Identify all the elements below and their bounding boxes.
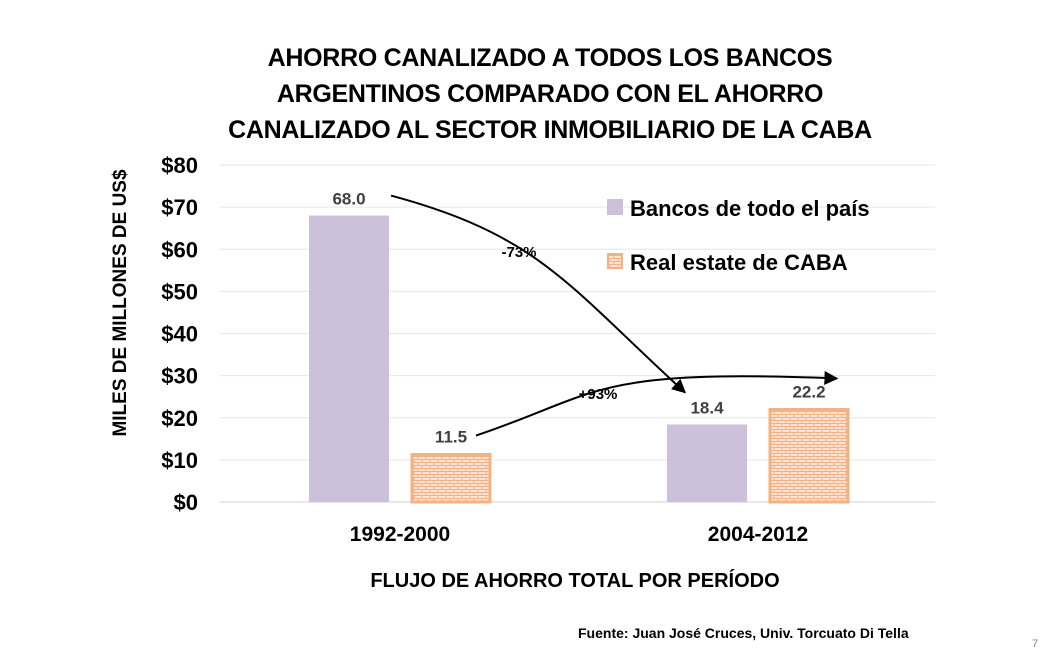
bar: [768, 407, 850, 504]
legend-swatch: [607, 253, 623, 269]
x-category-label: 1992-2000: [350, 523, 450, 546]
chart-title-line-2: ARGENTINOS COMPARADO CON EL AHORRO: [276, 80, 824, 108]
x-axis-label: FLUJO DE AHORRO TOTAL POR PERÍODO: [370, 569, 779, 592]
legend-swatch: [607, 199, 623, 215]
bar: [667, 424, 747, 502]
y-tick-label: $70: [161, 195, 198, 220]
increase-annotation: +93%: [579, 386, 618, 403]
y-tick-label: $50: [161, 279, 198, 304]
x-category-label: 2004-2012: [708, 523, 808, 546]
decrease-arrow: [390, 194, 687, 394]
data-label: 11.5: [435, 428, 467, 447]
y-tick-label: $40: [161, 322, 198, 347]
data-label: 68.0: [332, 190, 365, 209]
y-tick-label: $10: [161, 448, 198, 473]
y-tick-label: $60: [161, 237, 198, 262]
y-tick-label: $0: [174, 490, 198, 515]
y-tick-label: $30: [161, 364, 198, 389]
y-tick-label: $80: [161, 153, 198, 178]
y-axis-label: MILES DE MILLONES DE US$: [110, 169, 131, 437]
y-axis-ticks: $0 $10 $20 $30 $40 $50 $60 $70 $80: [161, 153, 198, 515]
chart-title-line-3: CANALIZADO AL SECTOR INMOBILIARIO DE LA …: [228, 116, 872, 144]
chart-title-line-1: AHORRO CANALIZADO A TODOS LOS BANCOS: [267, 44, 833, 72]
bar: [410, 453, 492, 504]
decrease-annotation: -73%: [501, 244, 536, 261]
legend-label: Real estate de CABA: [630, 250, 848, 275]
bar: [309, 215, 389, 503]
x-axis-categories: 1992-2000 2004-2012: [350, 523, 808, 546]
change-arrows: -73% +93%: [390, 194, 839, 437]
y-tick-label: $20: [161, 406, 198, 431]
data-label: 18.4: [690, 398, 724, 417]
legend: Bancos de todo el país Real estate de CAB…: [607, 196, 870, 275]
bars: [309, 215, 850, 504]
data-labels: 68.0 18.4 11.5 22.2: [332, 190, 825, 447]
data-label: 22.2: [792, 382, 825, 401]
increase-arrow: [475, 370, 839, 437]
chart-title: AHORRO CANALIZADO A TODOS LOS BANCOS ARG…: [150, 40, 950, 148]
page-number: 7: [1032, 638, 1039, 650]
source-note: Fuente: Juan José Cruces, Univ. Torcuato…: [578, 625, 909, 641]
legend-label: Bancos de todo el país: [630, 196, 870, 221]
